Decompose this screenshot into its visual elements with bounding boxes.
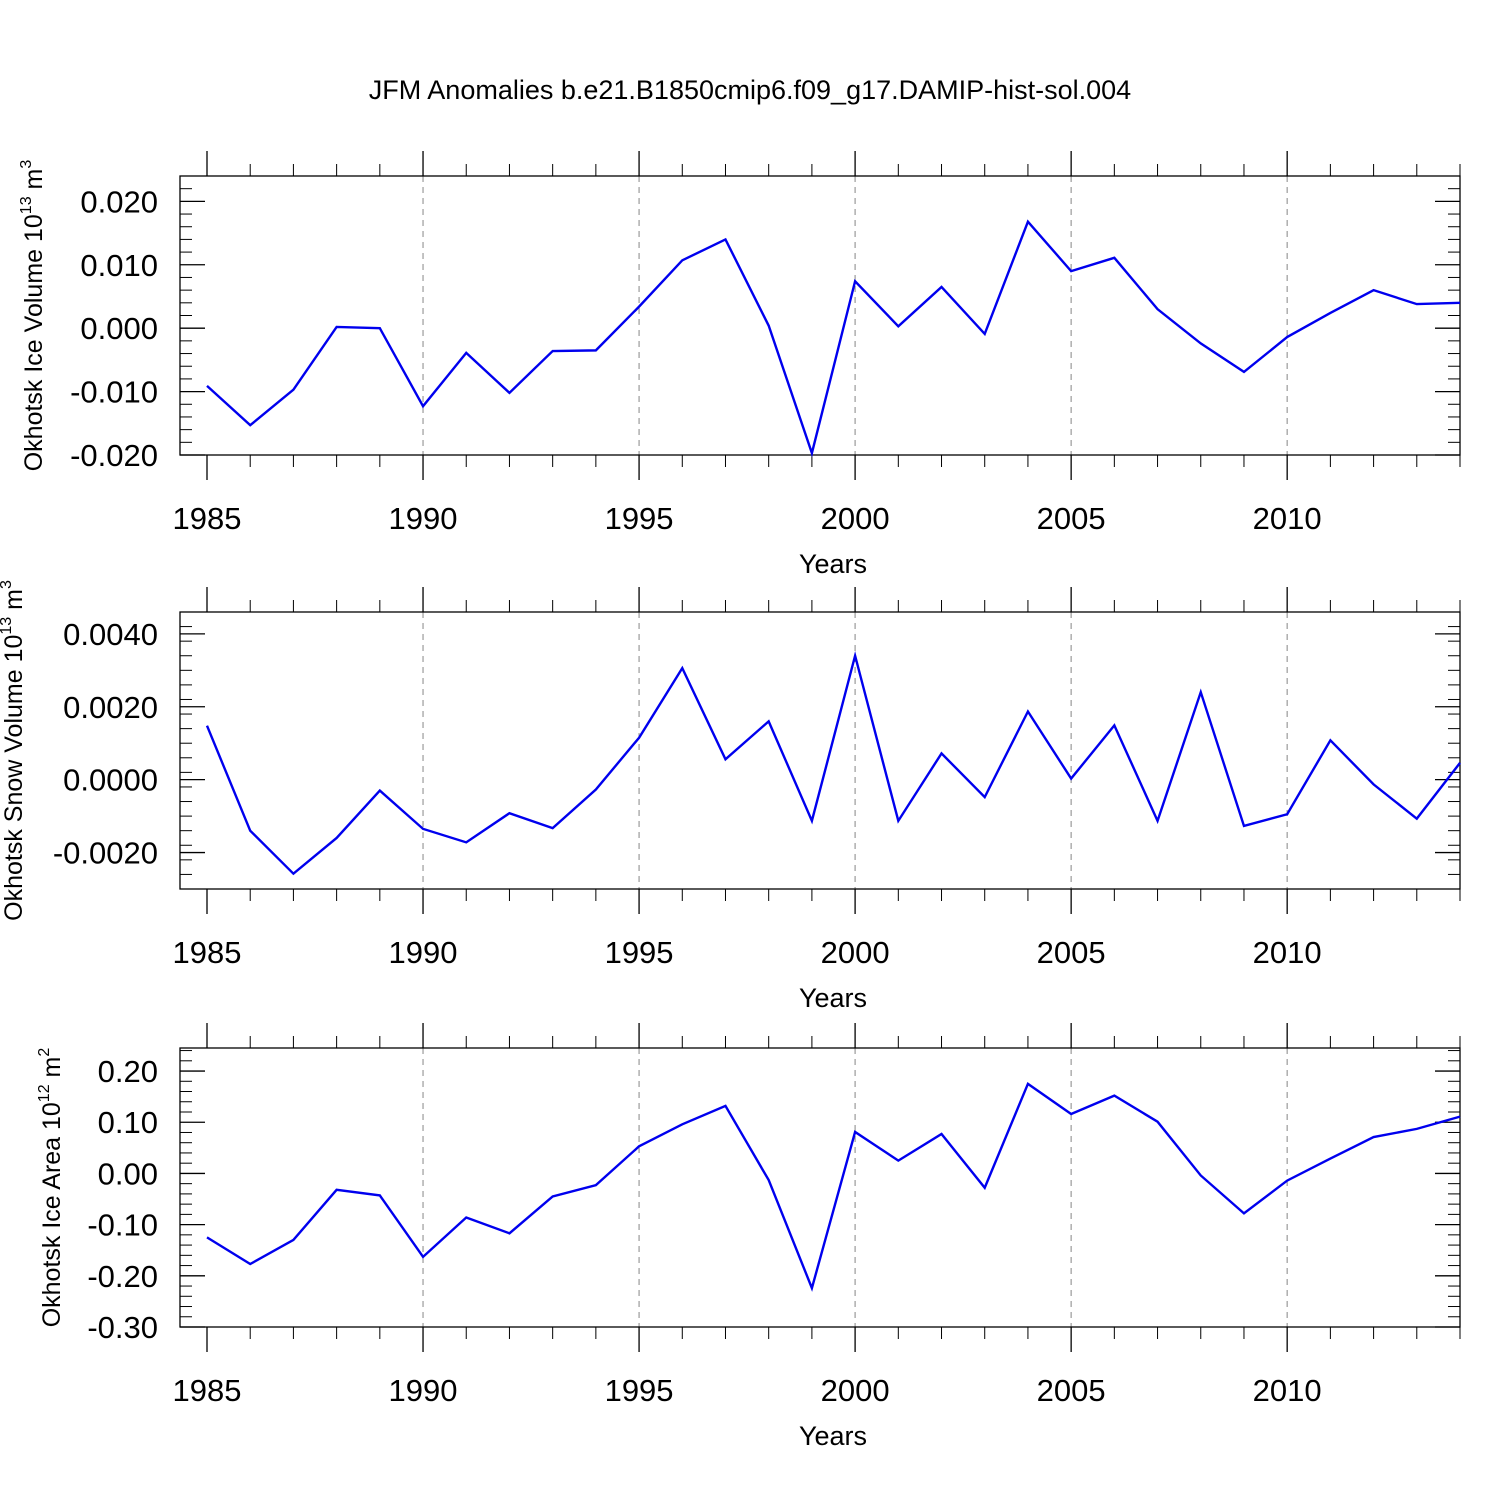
x-tick-label: 2010	[1253, 935, 1322, 970]
x-axis-title: Years	[799, 549, 867, 579]
x-tick-label: 2000	[821, 935, 890, 970]
y-tick-label: -0.30	[87, 1310, 158, 1345]
x-tick-label: 2005	[1037, 1373, 1106, 1408]
y-tick-label: 0.020	[80, 184, 158, 219]
x-tick-label: 1995	[605, 1373, 674, 1408]
x-tick-label: 1990	[389, 935, 458, 970]
y-tick-label: -0.0020	[53, 836, 158, 871]
y-tick-label: 0.0020	[63, 690, 158, 725]
y-tick-label: 0.010	[80, 248, 158, 283]
y-tick-label: 0.0000	[63, 763, 158, 798]
plot-frame	[179, 611, 1461, 890]
x-tick-label: 1995	[605, 501, 674, 536]
panel-2: 1985 1990 1995 2000 2005 2010 -0.0020 0.0000 0.0…	[0, 580, 1461, 1013]
y-tick-label: 0.000	[80, 311, 158, 346]
y-tick-label: 0.0040	[63, 617, 158, 652]
y-tick-label: 0.10	[98, 1105, 158, 1140]
plot-frame	[179, 1047, 1461, 1328]
y-tick-label: -0.020	[70, 438, 158, 473]
x-tick-label: 1995	[605, 935, 674, 970]
x-tick-label: 1990	[389, 501, 458, 536]
x-tick-label: 2000	[821, 1373, 890, 1408]
series-line-1	[206, 1081, 1461, 1292]
y-tick-label: -0.10	[87, 1208, 158, 1243]
y-tick-label: 0.00	[98, 1156, 158, 1191]
chart-title: JFM Anomalies b.e21.B1850cmip6.f09_g17.D…	[369, 75, 1131, 105]
x-tick-label: 2005	[1037, 501, 1106, 536]
y-axis-title: Okhotsk Ice Volume 1013 m3	[18, 160, 48, 472]
x-tick-label: 2005	[1037, 935, 1106, 970]
y-axis-title: Okhotsk Ice Area 1012 m2	[36, 1048, 66, 1328]
y-axis-title: Okhotsk Snow Volume 1013 m3	[0, 580, 28, 921]
x-axis-title: Years	[799, 1421, 867, 1451]
panel-1: 1985 1990 1995 2000 2005 2010 -0.020 -0.010 0.00…	[18, 151, 1461, 579]
y-tick-label: 0.20	[98, 1054, 158, 1089]
x-tick-label: 1985	[173, 935, 242, 970]
x-tick-label: 1990	[389, 1373, 458, 1408]
panel-3: 1985 1990 1995 2000 2005 2010 -0.30 -0.20 -0.10 0…	[36, 1023, 1461, 1451]
x-tick-label: 2010	[1253, 1373, 1322, 1408]
x-tick-label: 1985	[173, 501, 242, 536]
y-tick-label: -0.20	[87, 1259, 158, 1294]
series-line-1	[205, 650, 1461, 876]
x-tick-label: 1985	[173, 1373, 242, 1408]
series-line-1	[206, 219, 1461, 458]
y-tick-label: -0.010	[70, 375, 158, 410]
x-tick-label: 2010	[1253, 501, 1322, 536]
x-axis-title: Years	[799, 983, 867, 1013]
x-tick-label: 2000	[821, 501, 890, 536]
